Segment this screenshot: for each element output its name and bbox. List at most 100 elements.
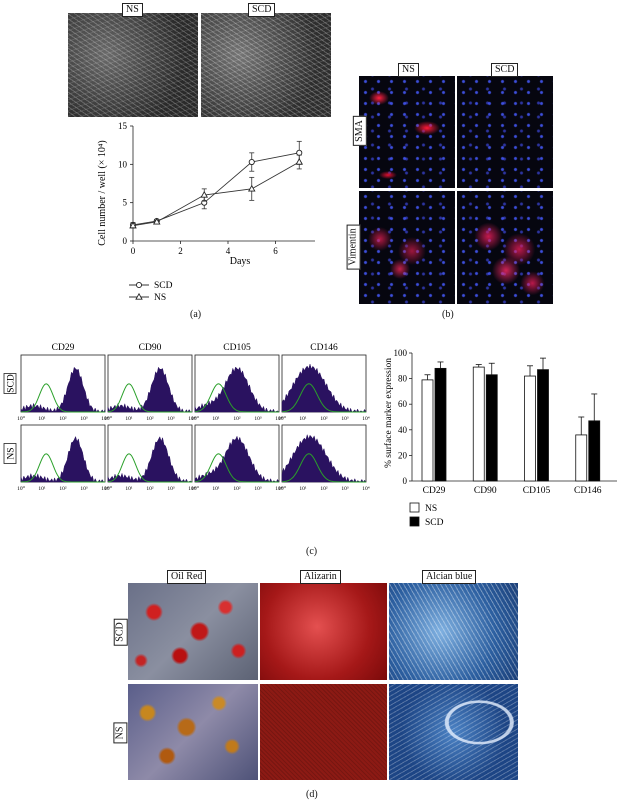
bar-ns-cd90 [472,366,485,482]
bar-category-label-cd29: CD29 [423,486,446,496]
hist-row-label-text: SCD [7,374,17,393]
hist-x-tick-label: 10⁴ [275,416,283,422]
hist-x-tick-label: 10⁴ [188,486,196,492]
panel-c-caption: (c) [306,546,318,557]
bar-y-tick-label: 40 [398,425,408,435]
bar-y-tick-label: 0 [403,476,408,486]
panel-b-col-scd: SCD [491,63,519,77]
sma-ns-image [359,76,455,188]
hist-x-tick-label: 10¹ [212,416,220,422]
growth-y-tick-label: 5 [123,198,128,208]
panel-d-col-alizarin: Alizarin [300,570,341,584]
bar-y-tick-label: 80 [398,374,408,384]
growth-point-ns [295,157,304,165]
hist-row-label-scd: SCD [3,373,17,394]
panel-b-caption: (b) [442,309,454,320]
hist-x-tick-label: 10⁰ [191,415,200,422]
hist-sample-cd105 [194,435,280,483]
hist-isotype-cd146 [281,453,366,483]
growth-line-ns [132,161,300,227]
sma-scd-image [457,76,553,188]
panel-b-col-ns: NS [398,63,419,77]
hist-isotype-cd29 [20,383,105,413]
growth-x-tick-label: 0 [131,246,136,256]
hist-col-label-cd105: CD105 [223,343,251,353]
hist-x-tick-label: 10¹ [38,486,46,492]
micrograph-scd-a [201,13,331,117]
hist-x-tick-label: 10⁰ [104,415,113,422]
growth-point-scd [296,149,303,156]
hist-x-tick-label: 10⁴ [101,486,109,492]
hist-x-tick-label: 10² [146,486,154,492]
hist-x-tick-label: 10³ [254,416,262,422]
panel-b-row-vimentin: Vimentin [346,224,361,270]
panel-a-label-scd: SCD [248,3,276,17]
hist-x-tick-label: 10⁰ [104,485,113,492]
hist-x-tick-label: 10² [320,486,328,492]
hist-row-label-ns: NS [3,443,17,464]
bar-category-label-cd90: CD90 [474,486,497,496]
growth-curve-chart: Cell number / well (× 10⁴) Days 02468051… [97,121,315,303]
hist-x-tick-label: 10⁴ [188,416,196,422]
growth-x-tick-label: 2 [178,246,183,256]
bar-ns-cd29 [421,379,434,482]
hist-row-label-box [3,443,17,464]
growth-point-ns [247,184,256,192]
bar-y-tick-label: 60 [398,399,408,409]
hist-x-tick-label: 10¹ [125,486,133,492]
surface-marker-bar-chart: % surface marker expression 0 20 40 60 80 100… [383,348,617,528]
hist-x-tick-label: 10⁴ [362,416,370,422]
bar-legend-label-scd: SCD [425,518,444,528]
panel-a-caption: (a) [190,309,202,320]
bar-category-label-cd146: CD146 [574,486,602,496]
alizarin-ns-image [260,684,387,780]
growth-line-scd [132,152,300,226]
hist-col-label-cd90: CD90 [139,343,162,353]
growth-y-tick-label: 15 [118,121,128,131]
hist-isotype-cd146 [281,383,366,413]
hist-x-tick-label: 10² [320,416,328,422]
growth-ylabel: Cell number / well (× 10⁴) [97,140,108,246]
bar-legend-label-ns: NS [425,504,437,514]
hist-x-tick-label: 10⁰ [278,485,287,492]
hist-x-tick-label: 10² [146,416,154,422]
bar-scd-cd90 [485,374,498,482]
bar-ns-cd146 [575,434,588,482]
panel-a-label-ns: NS [122,3,143,17]
hist-x-tick-label: 10³ [80,416,88,422]
bar-y-tick-label: 20 [398,450,408,460]
hist-x-tick-label: 10⁰ [17,415,26,422]
micrograph-ns-a [68,13,198,117]
hist-x-tick-label: 10³ [254,486,262,492]
legend-marker-ns [135,292,143,300]
hist-isotype-cd90 [107,453,192,483]
hist-sample-cd90 [107,366,193,413]
hist-x-tick-label: 10³ [341,416,349,422]
panel-d-row-scd: SCD [113,618,128,646]
hist-x-tick-label: 10² [59,486,67,492]
alcian-ns-image [389,684,518,780]
bar-ns-cd105 [524,375,536,482]
vimentin-scd-image [457,191,553,304]
hist-x-tick-label: 10³ [341,486,349,492]
hist-x-tick-label: 10⁴ [362,486,370,492]
panel-d-col-alcian: Alcian blue [422,570,477,584]
hist-x-tick-label: 10⁰ [278,415,287,422]
hist-x-tick-label: 10¹ [299,486,307,492]
hist-x-tick-label: 10³ [80,486,88,492]
vimentin-ns-image [359,191,455,304]
legend-marker-scd [135,281,143,289]
growth-y-tick-label: 0 [123,236,128,246]
hist-x-tick-label: 10² [59,416,67,422]
hist-isotype-cd105 [194,383,279,413]
hist-isotype-cd29 [20,453,105,483]
legend-label-scd: SCD [154,281,173,291]
hist-x-tick-label: 10¹ [125,416,133,422]
hist-col-label-cd29: CD29 [52,343,75,353]
hist-x-tick-label: 10² [233,416,241,422]
bar-ylabel: % surface marker expression [383,358,394,468]
hist-x-tick-label: 10⁴ [275,486,283,492]
panel-d-col-oilred: Oil Red [167,570,207,584]
hist-row-label-text: NS [7,447,17,459]
